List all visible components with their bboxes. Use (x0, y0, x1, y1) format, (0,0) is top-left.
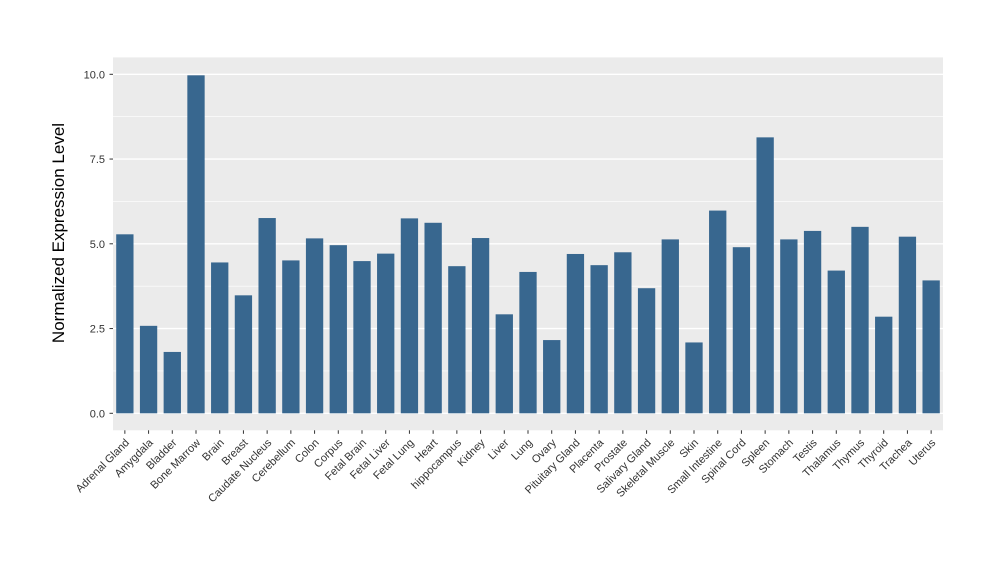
x-tick-label: Uterus (907, 437, 939, 469)
bar-brain (211, 262, 229, 414)
bar-spleen (756, 137, 774, 414)
bar-trachea (898, 236, 917, 414)
bar-skin (685, 342, 703, 414)
bar-thyroid (875, 316, 893, 414)
bar-cerebellum (282, 260, 300, 414)
y-tick-label: 2.5 (90, 324, 105, 336)
bar-salivary-gland (637, 288, 656, 414)
bar-fetal-lung (400, 218, 419, 414)
bar-corpus (329, 245, 347, 414)
bar-pituitary-gland (566, 253, 585, 414)
bar-caudate-nucleus (258, 218, 276, 414)
y-tick-label: 0.0 (90, 408, 105, 420)
y-axis-title: Normalized Expression Level (49, 123, 68, 343)
bar-prostate (614, 252, 632, 414)
bar-adrenal-gland (116, 234, 134, 414)
x-tick-label: Kidney (455, 437, 488, 470)
bar-skeletal-muscle (661, 239, 679, 414)
y-tick-label: 7.5 (90, 154, 105, 166)
bar-hippocampus (448, 266, 466, 414)
bar-spinal-cord (732, 247, 751, 414)
bar-fetal-brain (353, 261, 371, 414)
bar-fetal-liver (377, 253, 395, 414)
bar-colon (305, 238, 324, 414)
bar-bladder (163, 351, 181, 414)
y-tick-label: 5.0 (90, 239, 105, 251)
bars-layer (116, 75, 940, 414)
bar-breast (234, 295, 253, 414)
bar-liver (495, 314, 513, 414)
bar-thymus (851, 226, 869, 414)
bar-testis (803, 230, 822, 414)
bar-placenta (590, 265, 608, 414)
bar-stomach (780, 239, 798, 414)
y-tick-label: 10.0 (84, 69, 105, 81)
bar-bone-marrow (187, 75, 205, 414)
bar-kidney (471, 238, 490, 414)
bar-uterus (922, 280, 940, 414)
bar-lung (519, 271, 537, 414)
bar-amygdala (139, 325, 158, 414)
bar-ovary (543, 340, 561, 414)
bar-small-intestine (709, 210, 727, 414)
bar-thalamus (827, 270, 845, 414)
x-tick-label: Liver (486, 437, 512, 463)
bar-heart (424, 222, 442, 414)
